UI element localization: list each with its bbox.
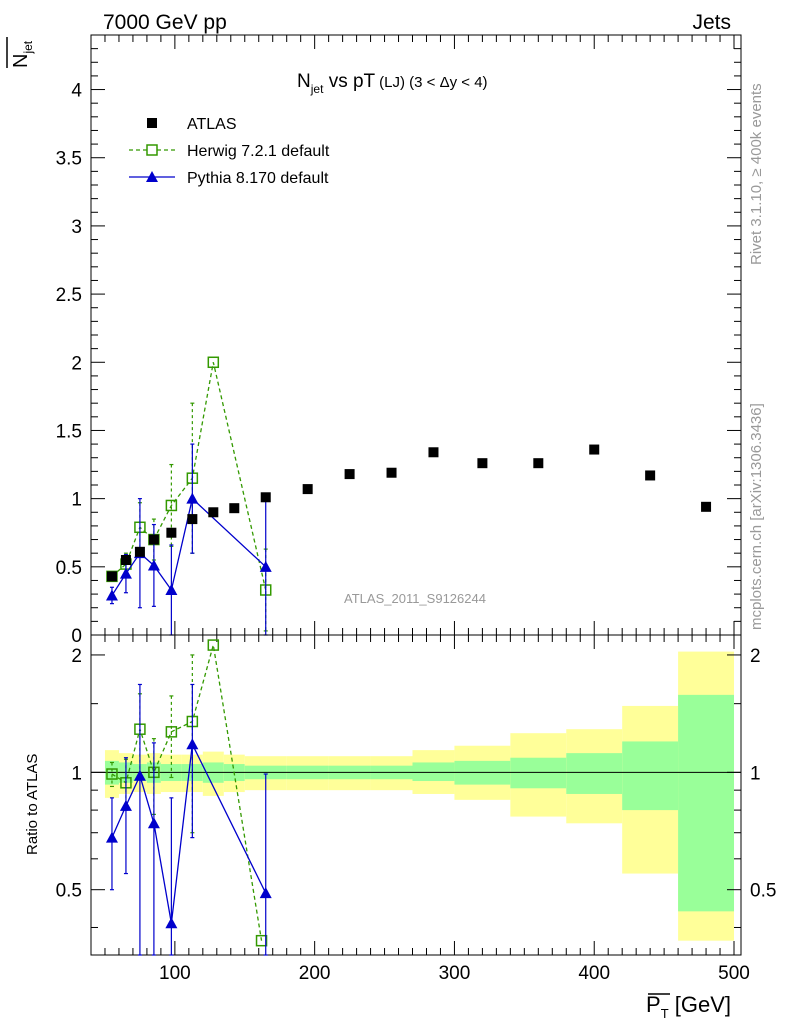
atlas-main-point [428, 447, 439, 458]
ratio-inner-band [510, 757, 567, 789]
legend-marker-herwig [146, 144, 158, 156]
atlas-main-point [701, 501, 712, 512]
x-tick-label: 100 [159, 963, 191, 984]
main-y-tick-label: 1 [71, 490, 82, 511]
main-y-tick-label: 4 [71, 81, 82, 102]
x-tick-label: 200 [299, 963, 331, 984]
legend-label-atlas: ATLAS [187, 116, 237, 133]
ratio-inner-band [622, 741, 679, 811]
ratio-y-tick-label-right: 2 [750, 646, 761, 667]
atlas-main-point [589, 444, 600, 455]
legend-label-pythia: Pythia 8.170 default [187, 170, 329, 187]
ratio-inner-band [566, 753, 623, 794]
pythia-ratio-point [119, 799, 132, 811]
main-title: Njet vs pT (LJ) (3 < Δy < 4) [297, 71, 488, 96]
legend-marker-atlas [147, 118, 157, 128]
atlas-main-point [187, 514, 198, 525]
herwig-main-line [111, 362, 267, 591]
atlas-main-point [302, 484, 313, 495]
header-left-title: 7000 GeV pp [103, 11, 227, 34]
main-y-tick-label: 3.5 [56, 149, 82, 170]
legend: ATLAS Herwig 7.2.1 default Pythia 8.170 … [129, 116, 330, 187]
atlas-main-point [260, 492, 271, 503]
pythia-main-point [186, 492, 199, 504]
atlas-main-point [166, 527, 177, 538]
herwig-main-point [207, 356, 220, 369]
x-tick-label: 300 [439, 963, 471, 984]
atlas-main-point [344, 469, 355, 480]
header-right-title: Jets [692, 11, 731, 34]
main-y-tick-label: 2.5 [56, 285, 82, 306]
ratio-panel: 0.5 0.5 1 1 2 2 100 200 300 400 500 Ratio to ATLAS… [24, 634, 776, 1021]
pythia-main-point [147, 559, 160, 571]
pythia-main-point [119, 567, 132, 579]
atlas-main-point [645, 470, 656, 481]
ratio-inner-band [412, 762, 455, 782]
x-tick-label: 400 [578, 963, 610, 984]
herwig-ratio-point [255, 934, 268, 947]
main-y-label: Njet [6, 37, 35, 68]
svg-text:Njet: Njet [10, 40, 35, 68]
pythia-ratio-point [133, 769, 146, 781]
ratio-y-tick-label-right: 1 [750, 763, 761, 784]
mcplots-watermark: mcplots.cern.ch [arXiv:1306.3436] [748, 403, 765, 630]
main-y-tick-label: 3 [71, 217, 82, 238]
pythia-ratio-point [186, 738, 199, 750]
legend-marker-pythia [146, 171, 158, 182]
ratio-y-tick-label: 1 [71, 763, 82, 784]
atlas-main-point [477, 458, 488, 469]
atlas-main-point [134, 546, 145, 557]
main-y-tick-label: 0.5 [56, 558, 82, 579]
pythia-main-point [165, 584, 178, 595]
ratio-y-tick-label: 2 [71, 646, 82, 667]
atlas-main-point [533, 458, 544, 469]
pythia-ratio-point [105, 831, 118, 843]
atlas-main-point [208, 507, 219, 518]
ratio-frame [90, 634, 742, 956]
atlas-main-point [229, 503, 240, 514]
main-y-tick-label: 2 [71, 353, 82, 374]
x-tick-label: 500 [718, 963, 750, 984]
herwig-main-point [165, 499, 178, 512]
ratio-y-tick-label-right: 0.5 [750, 881, 776, 902]
ratio-y-tick-label: 0.5 [56, 881, 82, 902]
herwig-ratio-point [106, 768, 118, 780]
legend-label-herwig: Herwig 7.2.1 default [187, 143, 330, 160]
pythia-main-point [259, 560, 272, 572]
main-y-tick-label: 1.5 [56, 421, 82, 442]
herwig-ratio-point [207, 639, 220, 651]
main-panel: 0 0.5 1 1.5 2 2.5 3 3.5 4 Njet vs pT (LJ) (3 < Δy… [6, 34, 742, 647]
ratio-y-label: Ratio to ATLAS [24, 754, 41, 855]
ratio-inner-band [678, 694, 735, 912]
atlas-main-point [120, 555, 131, 565]
herwig-ratio-point [165, 726, 178, 738]
x-axis-label: PT [GeV] [646, 992, 731, 1021]
pythia-ratio-point [147, 817, 160, 829]
pythia-ratio-point [259, 887, 272, 899]
pythia-ratio-point [165, 917, 178, 929]
atlas-main-point [386, 467, 397, 478]
analysis-watermark: ATLAS_2011_S9126244 [344, 591, 486, 606]
pythia-main-point [105, 589, 118, 601]
svg-text:PT [GeV]: PT [GeV] [646, 992, 731, 1021]
rivet-watermark: Rivet 3.1.10, ≥ 400k events [748, 83, 765, 265]
main-y-tick-label: 0 [71, 626, 82, 647]
atlas-main-point [148, 534, 159, 545]
atlas-main-point [106, 571, 117, 582]
